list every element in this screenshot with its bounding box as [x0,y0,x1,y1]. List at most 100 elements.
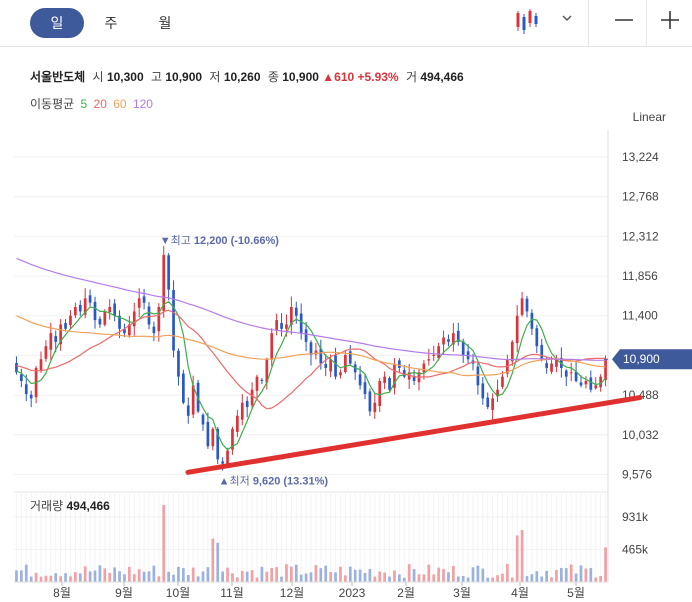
candle [589,377,593,390]
volume-bar [530,574,534,582]
volume-bar [226,567,229,582]
low-annotation: ▲최저 9,620 (13.31%) [219,475,329,488]
candle [152,326,156,334]
tab-monthly[interactable]: 월 [158,15,172,31]
candle [550,363,553,372]
volume-bar [368,568,372,582]
volume-bar [93,570,97,582]
volume-tick-label: 465k [622,542,649,556]
volume-bar [402,577,406,582]
open-value: 10,300 [106,70,144,84]
minus-icon[interactable] [602,0,646,46]
volume-bar [196,576,200,582]
volume-bar [461,575,465,582]
candle [49,333,53,350]
close-label: 종 [267,70,279,84]
candle [373,402,377,413]
candle [123,329,126,334]
volume-bar [353,569,357,582]
ma120-line [16,257,606,361]
ma-label: 이동평균 [30,97,75,111]
candle [515,315,519,344]
change-value: ▲610 [322,70,355,84]
x-tick-label: 5월 [567,586,585,600]
x-tick-label: 8월 [53,586,71,600]
volume-bar [255,577,259,582]
candle [167,255,170,290]
volume-bar [182,568,185,582]
candle [64,323,67,329]
candle [363,382,367,395]
candle [447,339,450,342]
ma60-line [16,315,606,377]
volume-bar [54,573,58,582]
volume-bar [540,576,544,582]
volume-bar [290,566,293,582]
volume-label: 거 [405,70,417,84]
candle [461,341,465,355]
candle [530,312,534,329]
x-tick-label: 9월 [115,586,133,600]
candle [358,374,362,386]
scale-mode-selector[interactable]: Linear [632,110,666,124]
volume-bar [348,566,352,582]
candle [388,377,391,390]
volume-bar [456,576,460,582]
candle [540,344,544,360]
volume-bar [535,571,539,582]
volume-bar [294,564,298,582]
x-tick-label: 3월 [453,586,471,600]
candle [93,301,97,321]
candlestick-icon[interactable] [508,0,548,46]
candle [201,414,205,425]
y-tick-label: 12,312 [622,229,659,243]
volume-bar [314,565,318,582]
ma5-label: 5 [80,97,88,111]
volume-bar [329,572,332,582]
y-tick-label: 9,576 [622,467,652,481]
volume-bar [137,569,141,582]
tab-daily[interactable]: 일 [30,8,84,38]
candle [348,351,352,364]
candle [88,295,92,303]
x-tick-label: 2월 [397,586,415,600]
volume-bar [299,574,303,582]
candle [442,337,445,345]
candle [108,307,112,313]
x-tick-label: 11월 [220,586,244,600]
candle [417,372,421,383]
current-price-label: 10,900 [623,352,660,366]
volume-bar [240,570,244,582]
candle [255,376,259,391]
candle [211,428,215,447]
candle [564,370,568,377]
volume-bar [373,576,377,582]
volume-bar [98,565,102,582]
candle [555,359,558,367]
candle [98,318,102,325]
volume-bar [579,565,583,582]
candle [59,324,62,345]
plus-icon[interactable] [648,0,692,46]
chevron-down-icon[interactable] [554,0,582,46]
candle [20,374,23,381]
x-tick-label: 4월 [511,586,529,600]
volume-bar [324,565,328,582]
y-tick-label: 11,400 [622,309,658,323]
volume-bar [132,574,136,582]
tab-weekly[interactable]: 주 [104,15,118,31]
candle [294,307,298,316]
candle [240,402,244,420]
x-tick-label: 2023 [339,586,366,600]
candle [44,346,48,359]
volume-bar [103,568,107,582]
volume-bar [550,577,553,582]
volume-bar [471,567,475,582]
volume-bar [216,542,220,582]
volume-bar [49,575,53,582]
volume-bar [108,572,112,582]
volume-bar [78,573,82,582]
candle [481,383,485,399]
candle [314,350,318,355]
